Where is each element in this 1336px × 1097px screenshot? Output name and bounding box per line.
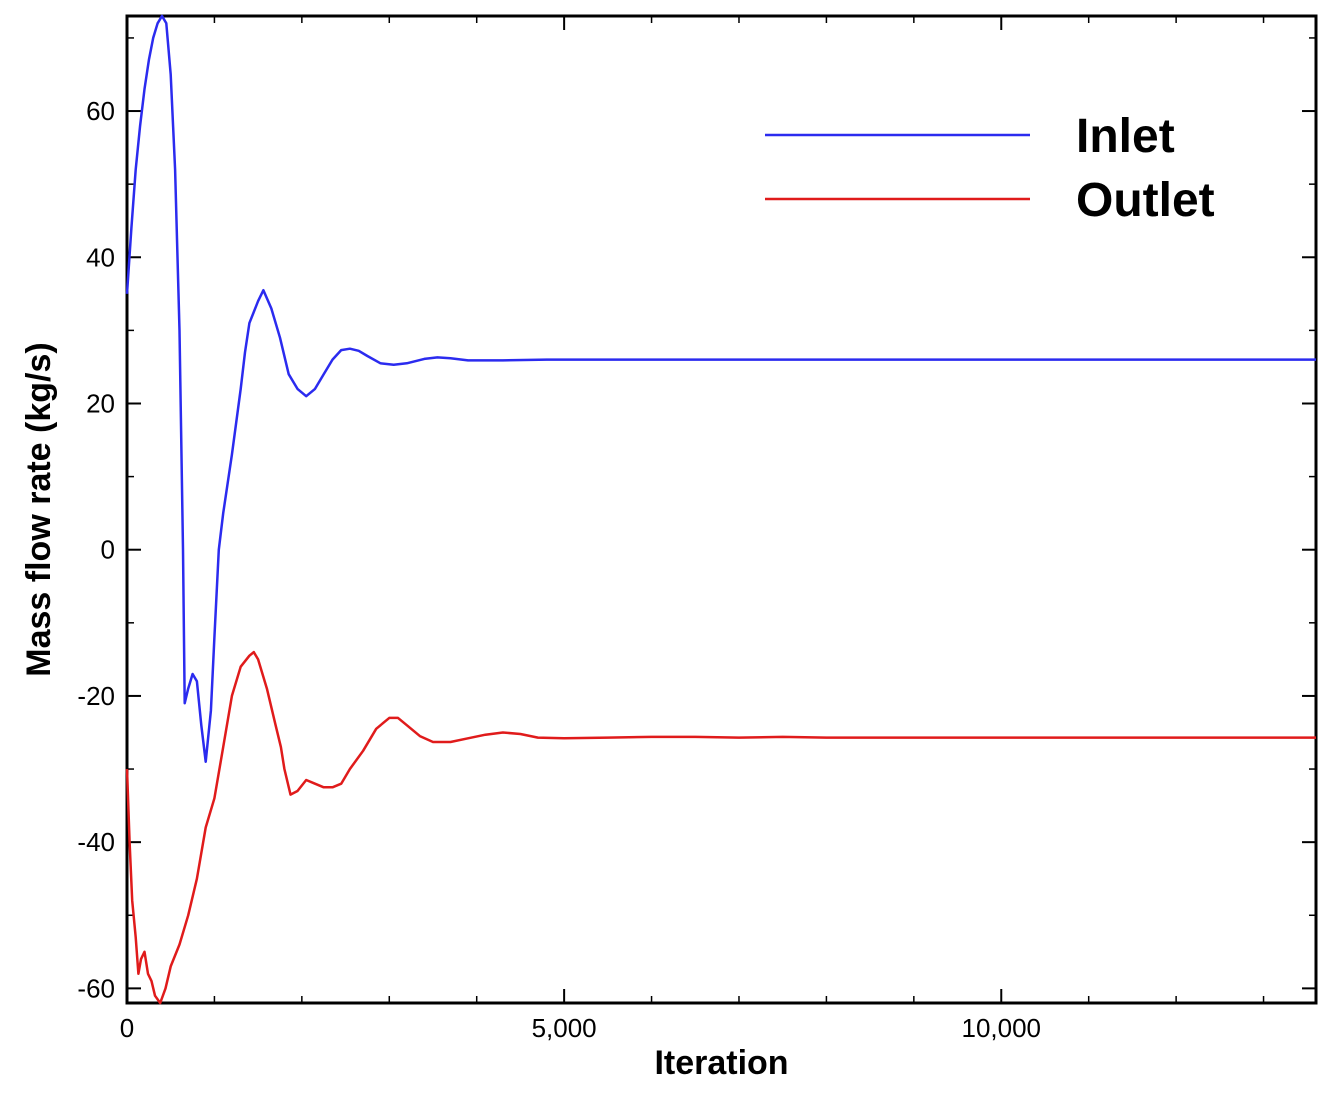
plot-frame xyxy=(125,14,1318,1005)
y-tick-label: 60 xyxy=(86,96,115,126)
series-line-outlet xyxy=(125,650,1316,1005)
plot-area xyxy=(125,14,1318,1005)
series-lines xyxy=(125,14,1316,1005)
y-tick-label: -40 xyxy=(77,827,115,857)
legend-label-outlet: Outlet xyxy=(1076,174,1215,227)
y-tick-label: -20 xyxy=(77,681,115,711)
y-tick-label: -60 xyxy=(77,973,115,1003)
x-axis-title: Iteration xyxy=(654,1044,788,1082)
legend: Inlet Outlet xyxy=(765,110,1215,227)
series-line-inlet xyxy=(125,14,1316,763)
y-tick-label: 40 xyxy=(86,242,115,272)
x-tick-label: 0 xyxy=(120,1013,134,1043)
axis-ticks: -60 -40 -20 0 20 40 60 0 5,000 10,000 xyxy=(77,16,1316,1043)
y-tick-label: 20 xyxy=(86,388,115,418)
legend-label-inlet: Inlet xyxy=(1076,110,1175,163)
x-tick-label: 10,000 xyxy=(961,1013,1041,1043)
y-tick-label: 0 xyxy=(101,535,115,565)
y-axis-title: Mass flow rate (kg/s) xyxy=(20,342,58,676)
x-tick-label: 5,000 xyxy=(532,1013,597,1043)
